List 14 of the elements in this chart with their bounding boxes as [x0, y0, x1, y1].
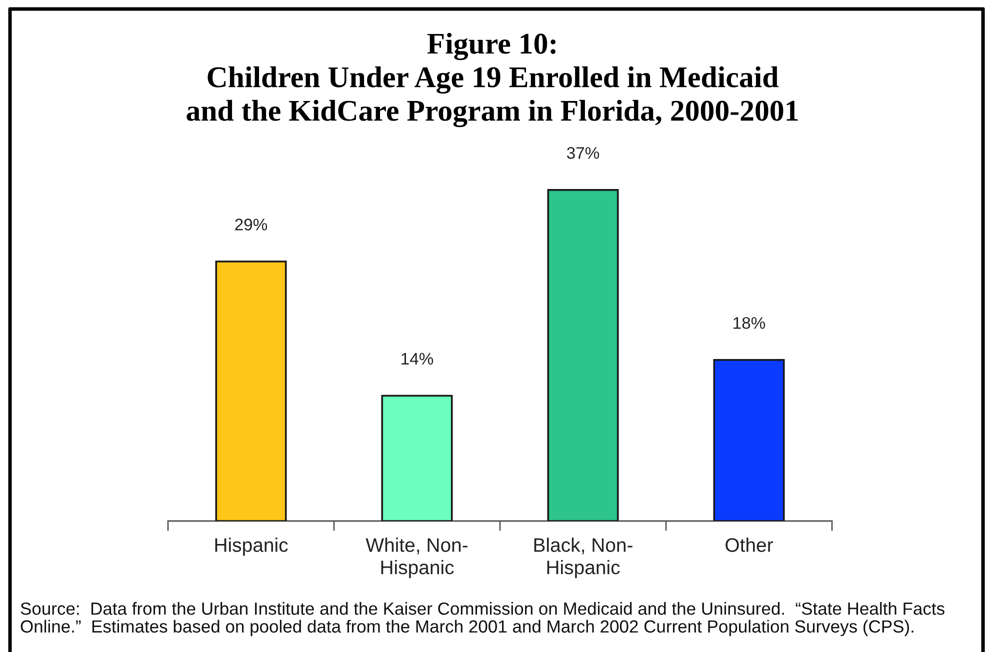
source-note: Source: Data from the Urban Institute and the Kaiser Commission on Medicaid and the Uninsured. “State Health Facts Online.” Estimates based on pooled data from the March 2001 and March 2002 Current Population Surveys (CPS). — [20, 602, 944, 636]
data-label: 14% — [402, 352, 434, 365]
data-label: 37% — [566, 147, 600, 159]
data-label: 29% — [235, 218, 268, 230]
bar — [713, 359, 785, 521]
chart-title: Figure 10: Children Under Age 19 Enrolled in Medicaid and the KidCare Program in Florida, 2000-2001 — [186, 32, 798, 128]
bar — [215, 260, 287, 521]
x-tick-label: Black, Non- Hispanic — [534, 538, 632, 578]
data-label: 18% — [734, 317, 766, 329]
bar — [381, 394, 453, 521]
x-tick-label: Hispanic — [215, 538, 288, 556]
x-tick-label: Other — [726, 538, 773, 552]
bar — [547, 189, 619, 521]
x-tick-label: White, Non- Hispanic — [366, 538, 468, 578]
